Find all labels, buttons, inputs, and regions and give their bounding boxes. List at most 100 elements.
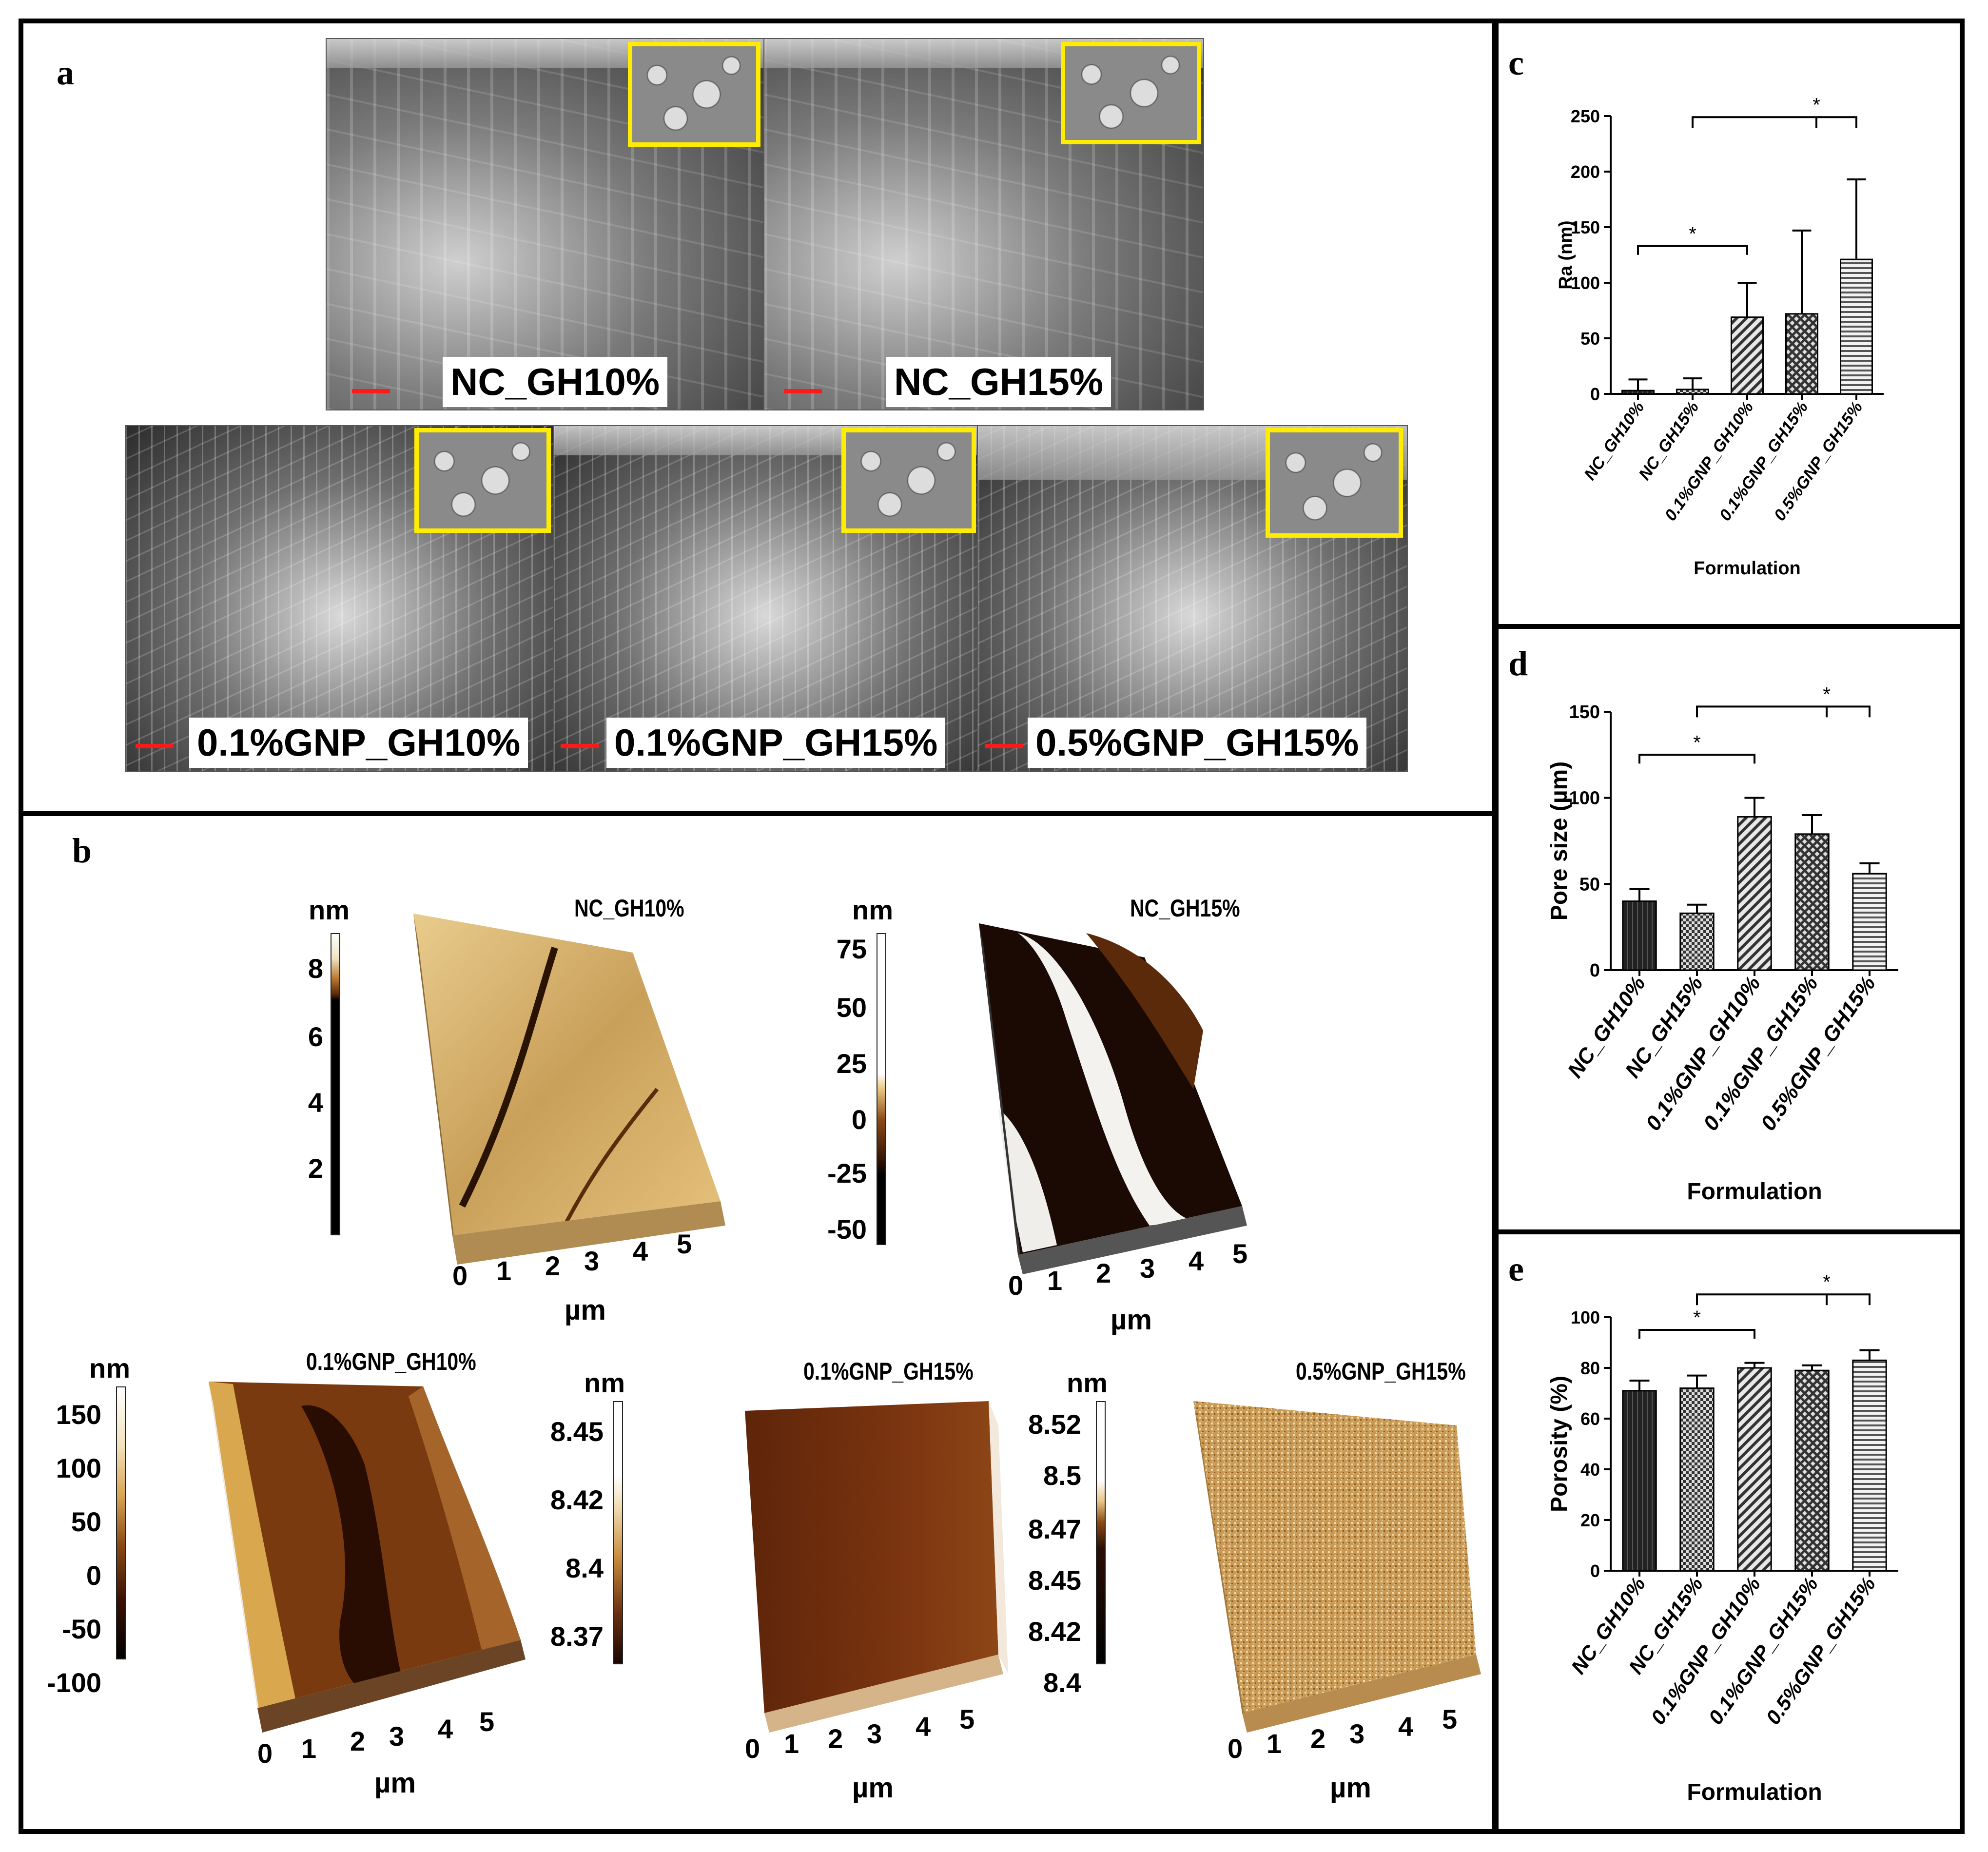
- y-tick-label: 40: [1580, 1460, 1600, 1480]
- significance-star: *: [1693, 732, 1701, 753]
- afm-x-tick: 3: [867, 1718, 882, 1749]
- afm-surface-01gnp-gh10: [209, 1382, 526, 1733]
- afm-tick: 150: [56, 1399, 101, 1430]
- afm-tick: 25: [836, 1048, 867, 1079]
- bar: [1785, 313, 1818, 395]
- sem-scale-bar: [561, 744, 599, 748]
- panel-a: a NC_GH10% NC_GH15% 0.1%GNP_GH10% 0.1%GN…: [19, 19, 1497, 816]
- panel-letter-a: a: [57, 53, 74, 92]
- afm-x-tick: 0: [745, 1733, 760, 1764]
- y-tick-label: 100: [1571, 273, 1600, 293]
- afm-tick: 50: [71, 1506, 101, 1537]
- afm-axis-unit: µm: [1111, 1304, 1152, 1336]
- bar: [1737, 1367, 1772, 1572]
- sem-inset: [628, 42, 760, 147]
- y-tick-label: 80: [1580, 1358, 1600, 1378]
- bar: [1794, 833, 1830, 971]
- sem-inset: [1061, 42, 1201, 144]
- bar: [1731, 316, 1764, 395]
- sem-scale-bar: [352, 389, 390, 393]
- sem-label: NC_GH15%: [886, 357, 1111, 407]
- sem-image-01gnp-gh15: 0.1%GNP_GH15%: [553, 425, 979, 772]
- afm-color-bar: [1096, 1401, 1106, 1664]
- afm-x-tick: 0: [257, 1738, 273, 1769]
- afm-title: 0.5%GNP_GH15%: [1296, 1358, 1466, 1385]
- panel-letter-c: c: [1508, 43, 1524, 82]
- bar: [1852, 873, 1887, 971]
- x-axis-label: Formulation: [1687, 1179, 1822, 1205]
- afm-tick: 8.52: [1028, 1409, 1081, 1440]
- y-tick-label: 250: [1571, 106, 1600, 126]
- panel-e: e 0 20 40 60 80 100 Porosity (%) NC_GH10% NC_GH1…: [1494, 1229, 1965, 1834]
- significance-bracket: [1692, 116, 1857, 128]
- significance-star: *: [1823, 683, 1831, 705]
- y-tick-label: 20: [1580, 1510, 1600, 1530]
- afm-tick: 8.4: [1043, 1667, 1081, 1698]
- significance-bracket: [1638, 1329, 1755, 1339]
- bar: [1622, 900, 1657, 971]
- afm-tick: 8.5: [1043, 1460, 1081, 1491]
- x-axis-label: Formulation: [1694, 558, 1801, 579]
- afm-tick: 0: [86, 1560, 101, 1591]
- panel-c: c 0 50 100 150 200 250 Ra (nm) NC_GH10% NC_GH15%…: [1494, 19, 1965, 629]
- afm-unit: nm: [309, 895, 350, 925]
- afm-tick: 8: [308, 953, 323, 984]
- afm-x-tick: 5: [479, 1706, 495, 1737]
- afm-x-tick: 4: [438, 1714, 453, 1744]
- afm-x-tick: 0: [1228, 1733, 1243, 1764]
- bar: [1840, 258, 1873, 395]
- afm-surface-01gnp-gh15: [745, 1401, 1008, 1733]
- afm-x-tick: 5: [1442, 1704, 1458, 1735]
- y-tick-label: 200: [1571, 162, 1600, 182]
- afm-tick: 8.37: [550, 1621, 604, 1652]
- afm-tick: 4: [308, 1087, 323, 1118]
- afm-tick: 8.45: [1028, 1565, 1081, 1596]
- sem-inset: [414, 428, 551, 533]
- panel-letter-d: d: [1508, 644, 1528, 683]
- afm-surface-nc-gh15: [979, 923, 1247, 1274]
- y-tick-label: 0: [1590, 384, 1600, 404]
- afm-x-tick: 0: [452, 1260, 468, 1291]
- y-tick-label: 50: [1579, 874, 1600, 895]
- sem-scale-bar: [136, 744, 174, 748]
- sem-label: 0.1%GNP_GH10%: [189, 718, 528, 768]
- afm-x-tick: 4: [1189, 1246, 1204, 1276]
- afm-axis-unit: µm: [565, 1294, 606, 1326]
- afm-tick: 8.42: [550, 1484, 604, 1515]
- y-axis-label: Ra (nm): [1556, 220, 1576, 289]
- afm-surface-05gnp-gh15: [1193, 1401, 1481, 1733]
- panel-letter-b: b: [72, 831, 92, 870]
- sem-image-nc-gh15: NC_GH15%: [763, 38, 1204, 410]
- sem-image-05gnp-gh15: 0.5%GNP_GH15%: [977, 425, 1408, 772]
- afm-tick: 8.45: [550, 1416, 604, 1447]
- significance-star: *: [1689, 223, 1696, 245]
- afm-x-tick: 5: [677, 1228, 692, 1259]
- bar: [1679, 912, 1715, 971]
- bar: [1622, 1390, 1657, 1572]
- panel-letter-e: e: [1508, 1249, 1524, 1288]
- y-tick-label: 50: [1580, 329, 1600, 349]
- panel-d: d 0 50 100 150 Pore size (µm) NC_GH10% NC_GH15…: [1494, 624, 1965, 1234]
- y-tick-label: 0: [1590, 960, 1600, 981]
- y-axis-label: Porosity (%): [1546, 1376, 1572, 1512]
- bar: [1737, 816, 1772, 971]
- afm-tick: 50: [836, 992, 867, 1023]
- afm-tick: -50: [827, 1214, 867, 1245]
- afm-tick: 8.47: [1028, 1514, 1081, 1544]
- afm-color-bar: [613, 1401, 623, 1664]
- afm-x-tick: 3: [1140, 1253, 1155, 1284]
- afm-axis-unit: µm: [374, 1767, 416, 1799]
- significance-star: *: [1813, 94, 1820, 116]
- y-tick-label: 100: [1569, 788, 1600, 809]
- sem-scale-bar: [985, 744, 1023, 748]
- afm-color-bar: [877, 933, 886, 1245]
- panel-b: b nm 8 6 4 2 NC_GH10% 0 1 2 3 4 5 µm nm …: [19, 811, 1497, 1834]
- significance-bracket: [1696, 1293, 1871, 1306]
- afm-surface-nc-gh10: [413, 914, 725, 1265]
- afm-x-tick: 1: [301, 1733, 317, 1764]
- afm-axis-unit: µm: [852, 1772, 894, 1804]
- bar: [1794, 1369, 1830, 1572]
- afm-axis-unit: µm: [1330, 1772, 1371, 1804]
